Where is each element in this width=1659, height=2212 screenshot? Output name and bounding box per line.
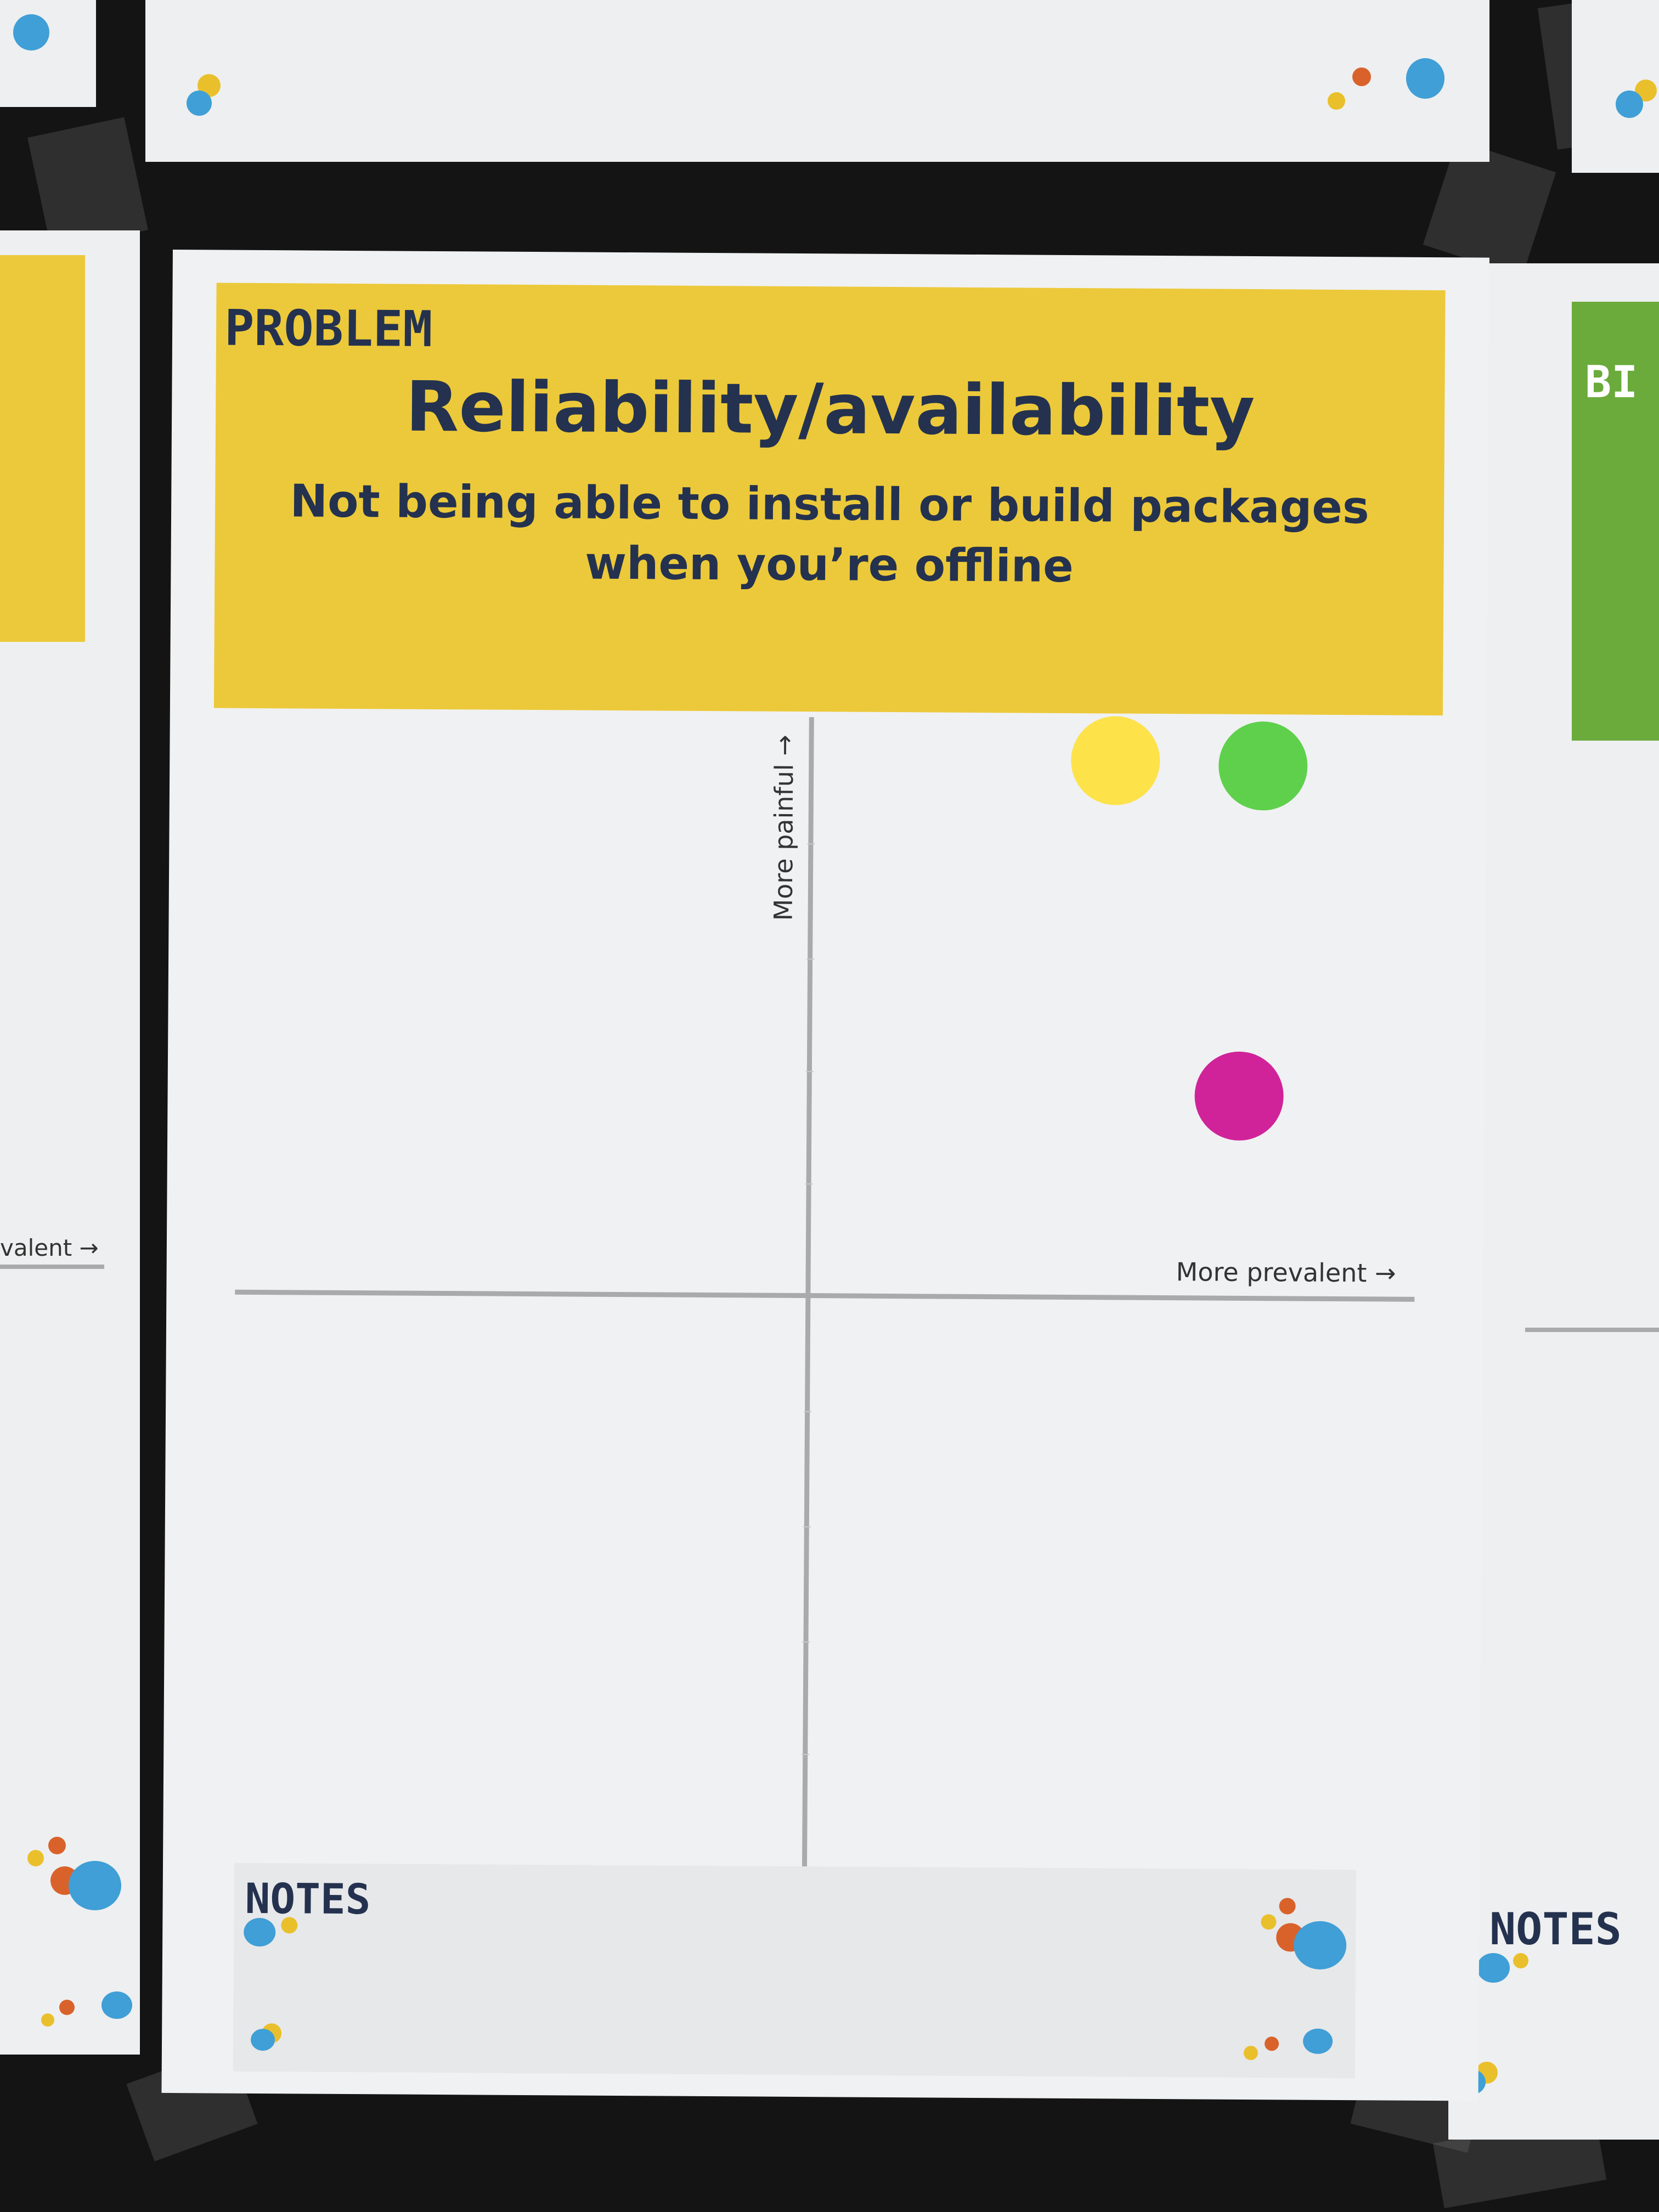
right-notes-label: NOTES (1489, 1904, 1622, 1955)
notes-label: NOTES (245, 1874, 371, 1924)
decor-dot (27, 1850, 44, 1866)
decor-dot (41, 2013, 54, 2027)
decor-dot (101, 1991, 132, 2019)
decor-dot (48, 1837, 66, 1854)
y-axis-tick (802, 1641, 810, 1643)
decor-dot (1261, 1914, 1277, 1930)
decor-dot (13, 14, 49, 50)
decor-dot (59, 2000, 75, 2015)
top-right-poster (1572, 0, 1659, 173)
notes-area: NOTES (233, 1863, 1356, 2079)
yellow-vote-sticker (1070, 716, 1160, 806)
y-axis-line (802, 717, 814, 1867)
y-axis-tick (803, 1526, 811, 1528)
decor-dot (1513, 1953, 1528, 1968)
decor-dot (1328, 92, 1345, 110)
y-axis-tick (805, 1071, 814, 1073)
y-axis-tick (806, 958, 815, 960)
magenta-vote-sticker (1194, 1051, 1284, 1141)
decor-dot (1406, 58, 1444, 99)
y-axis-tick (807, 843, 815, 845)
decor-dot (1293, 1921, 1347, 1970)
decor-dot (1477, 1953, 1510, 1983)
x-axis-line (235, 1289, 1415, 1302)
top-center-poster (145, 0, 1489, 162)
decor-dot (1243, 2045, 1259, 2061)
decor-dot (1279, 1898, 1296, 1915)
decor-dot (250, 2028, 275, 2051)
top-left-poster (0, 0, 96, 107)
main-poster: PROBLEM Reliability/availability Not bei… (161, 250, 1489, 2101)
right-poster-header-fragment: BI (1585, 357, 1638, 408)
decor-dot (1616, 91, 1643, 118)
left-x-axis (0, 1265, 104, 1269)
y-axis-tick (805, 1183, 813, 1185)
quadrant-chart: More painful → More prevalent → (161, 250, 1489, 2101)
decor-dot (244, 1917, 276, 1947)
decor-dot (1264, 2036, 1279, 2051)
decor-dot (1302, 2028, 1333, 2054)
left-poster-header (0, 255, 85, 642)
decor-dot (281, 1917, 298, 1934)
y-axis-tick (802, 1754, 810, 1756)
right-x-axis (1525, 1328, 1659, 1332)
left-axis-label: valent → (0, 1234, 99, 1261)
y-axis-label: More painful → (768, 735, 799, 921)
green-vote-sticker (1218, 721, 1308, 811)
x-axis-label: More prevalent → (1176, 1257, 1396, 1288)
y-axis-tick (804, 1411, 812, 1413)
decor-dot (187, 91, 212, 116)
right-poster-header: BI (1572, 302, 1659, 741)
left-poster: valent → (0, 230, 140, 2055)
decor-dot (69, 1861, 121, 1910)
decor-dot (1352, 67, 1371, 86)
